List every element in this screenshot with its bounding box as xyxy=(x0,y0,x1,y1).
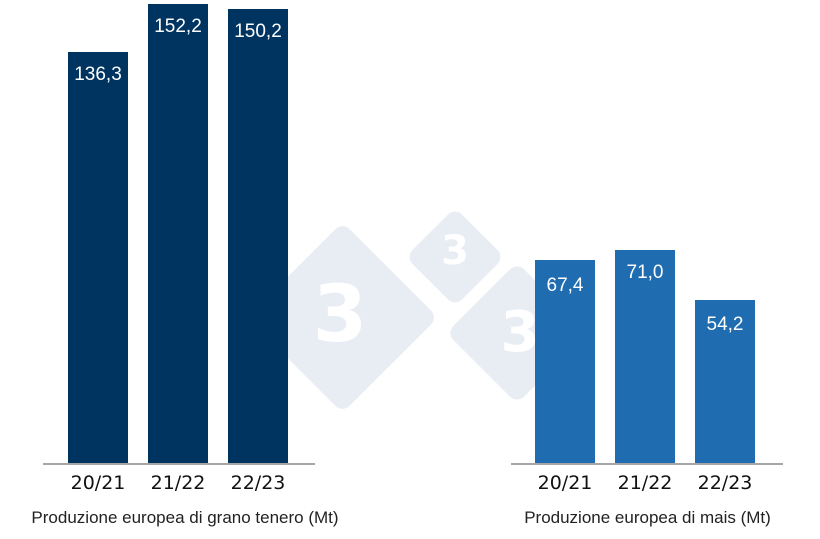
x-tick: 20/21 xyxy=(70,472,126,494)
x-axis-line xyxy=(511,463,783,465)
x-tick: 22/23 xyxy=(230,472,286,494)
bar-mais-2021: 67,4 xyxy=(535,260,595,464)
bar-grano-2021: 136,3 xyxy=(68,52,128,464)
bar-grano-2223: 150,2 xyxy=(228,9,288,464)
x-tick: 21/22 xyxy=(617,472,673,494)
x-tick: 20/21 xyxy=(537,472,593,494)
x-tick: 21/22 xyxy=(150,472,206,494)
chart-title: Produzione europea di mais (Mt) xyxy=(524,508,771,527)
bar-mais-2223: 54,2 xyxy=(695,300,755,464)
bar-grano-2122: 152,2 xyxy=(148,4,208,464)
x-axis-line xyxy=(43,463,315,465)
bar-mais-2122: 71,0 xyxy=(615,250,675,464)
chart-title: Produzione europea di grano tenero (Mt) xyxy=(31,508,339,527)
x-tick: 22/23 xyxy=(697,472,753,494)
